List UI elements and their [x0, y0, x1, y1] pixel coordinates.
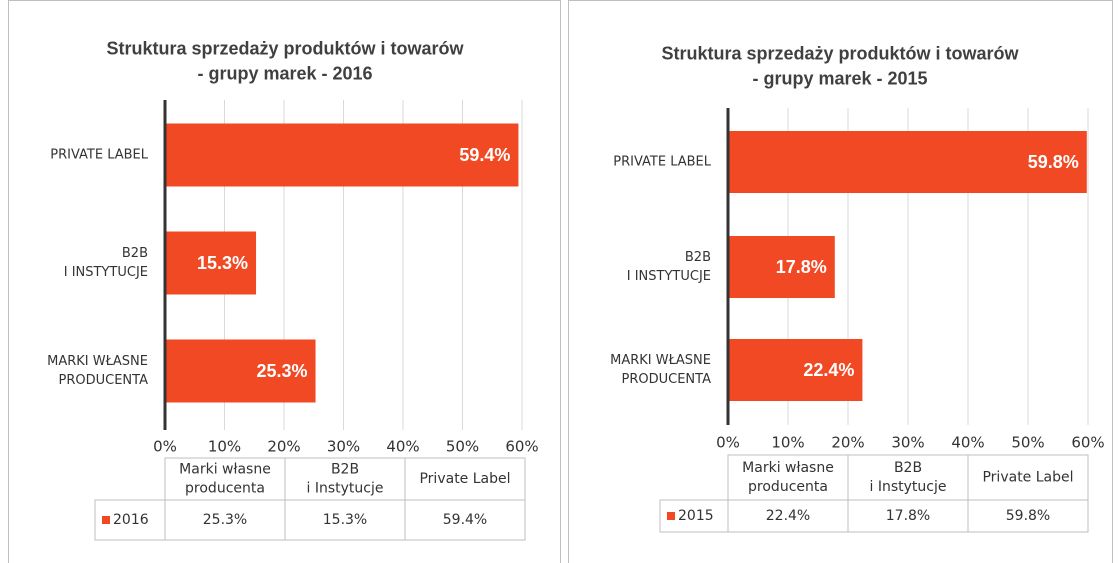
x-tick-label: 60%: [505, 438, 538, 456]
x-tick-label: 30%: [891, 434, 924, 452]
x-tick-label: 10%: [208, 438, 241, 456]
bar: [728, 236, 835, 298]
x-tick-label: 60%: [1071, 434, 1104, 452]
chart-title: Struktura sprzedaży produktów i towarów: [106, 38, 464, 58]
table-header: i Instytucje: [870, 479, 947, 495]
y-tick-label: MARKI WŁASNE: [47, 354, 148, 369]
table-header: Marki własne: [179, 462, 271, 478]
table-header: Private Label: [982, 470, 1073, 486]
bar: [728, 339, 863, 401]
table-header: B2B: [331, 462, 359, 478]
y-tick-label: B2B: [685, 250, 711, 265]
y-tick-label: PRIVATE LABEL: [613, 155, 712, 170]
chart-title: - grupy marek - 2016: [197, 63, 372, 83]
legend-swatch: [102, 516, 110, 524]
x-tick-label: 40%: [386, 438, 419, 456]
legend-label: 2015: [678, 508, 714, 524]
table-value: 15.3%: [323, 512, 367, 528]
table-header: producenta: [748, 479, 828, 495]
x-tick-label: 50%: [446, 438, 479, 456]
legend-label: 2016: [113, 512, 149, 528]
table-cell: [404, 499, 526, 541]
x-tick-label: 30%: [327, 438, 360, 456]
data-label: 17.8%: [776, 257, 827, 277]
bar: [165, 339, 316, 403]
table-value: 59.8%: [1006, 508, 1050, 524]
table-header: B2B: [894, 460, 922, 476]
y-tick-label: B2B: [122, 246, 148, 261]
data-label: 15.3%: [197, 253, 248, 273]
panel: [568, 0, 1113, 563]
table-cell: [967, 499, 1089, 533]
y-tick-label: PRIVATE LABEL: [50, 148, 149, 163]
y-tick-label: I INSTYTUCJE: [627, 269, 711, 284]
data-label: 59.4%: [459, 145, 510, 165]
table-header: Private Label: [419, 471, 510, 487]
y-tick-label: PRODUCENTA: [622, 372, 712, 387]
y-tick-label: MARKI WŁASNE: [610, 353, 711, 368]
x-tick-label: 0%: [153, 438, 177, 456]
table-value: 25.3%: [203, 512, 247, 528]
table-header: Marki własne: [742, 460, 834, 476]
x-tick-label: 20%: [831, 434, 864, 452]
bar: [165, 231, 257, 295]
table-value: 17.8%: [886, 508, 930, 524]
data-label: 25.3%: [256, 361, 307, 381]
table-value: 59.4%: [443, 512, 487, 528]
x-tick-label: 10%: [771, 434, 804, 452]
data-label: 22.4%: [803, 360, 854, 380]
x-tick-label: 40%: [951, 434, 984, 452]
bar: [728, 131, 1087, 193]
table-header: producenta: [185, 481, 265, 497]
x-tick-label: 50%: [1011, 434, 1044, 452]
x-tick-label: 0%: [716, 434, 740, 452]
x-tick-label: 20%: [267, 438, 300, 456]
bar: [165, 123, 519, 187]
y-tick-label: PRODUCENTA: [59, 373, 149, 388]
table-header: i Instytucje: [307, 481, 384, 497]
legend-swatch: [667, 512, 675, 520]
chart-title: Struktura sprzedaży produktów i towarów: [661, 43, 1019, 63]
data-label: 59.8%: [1028, 152, 1079, 172]
y-tick-label: I INSTYTUCJE: [64, 265, 148, 280]
table-value: 22.4%: [766, 508, 810, 524]
chart-title: - grupy marek - 2015: [752, 68, 927, 88]
